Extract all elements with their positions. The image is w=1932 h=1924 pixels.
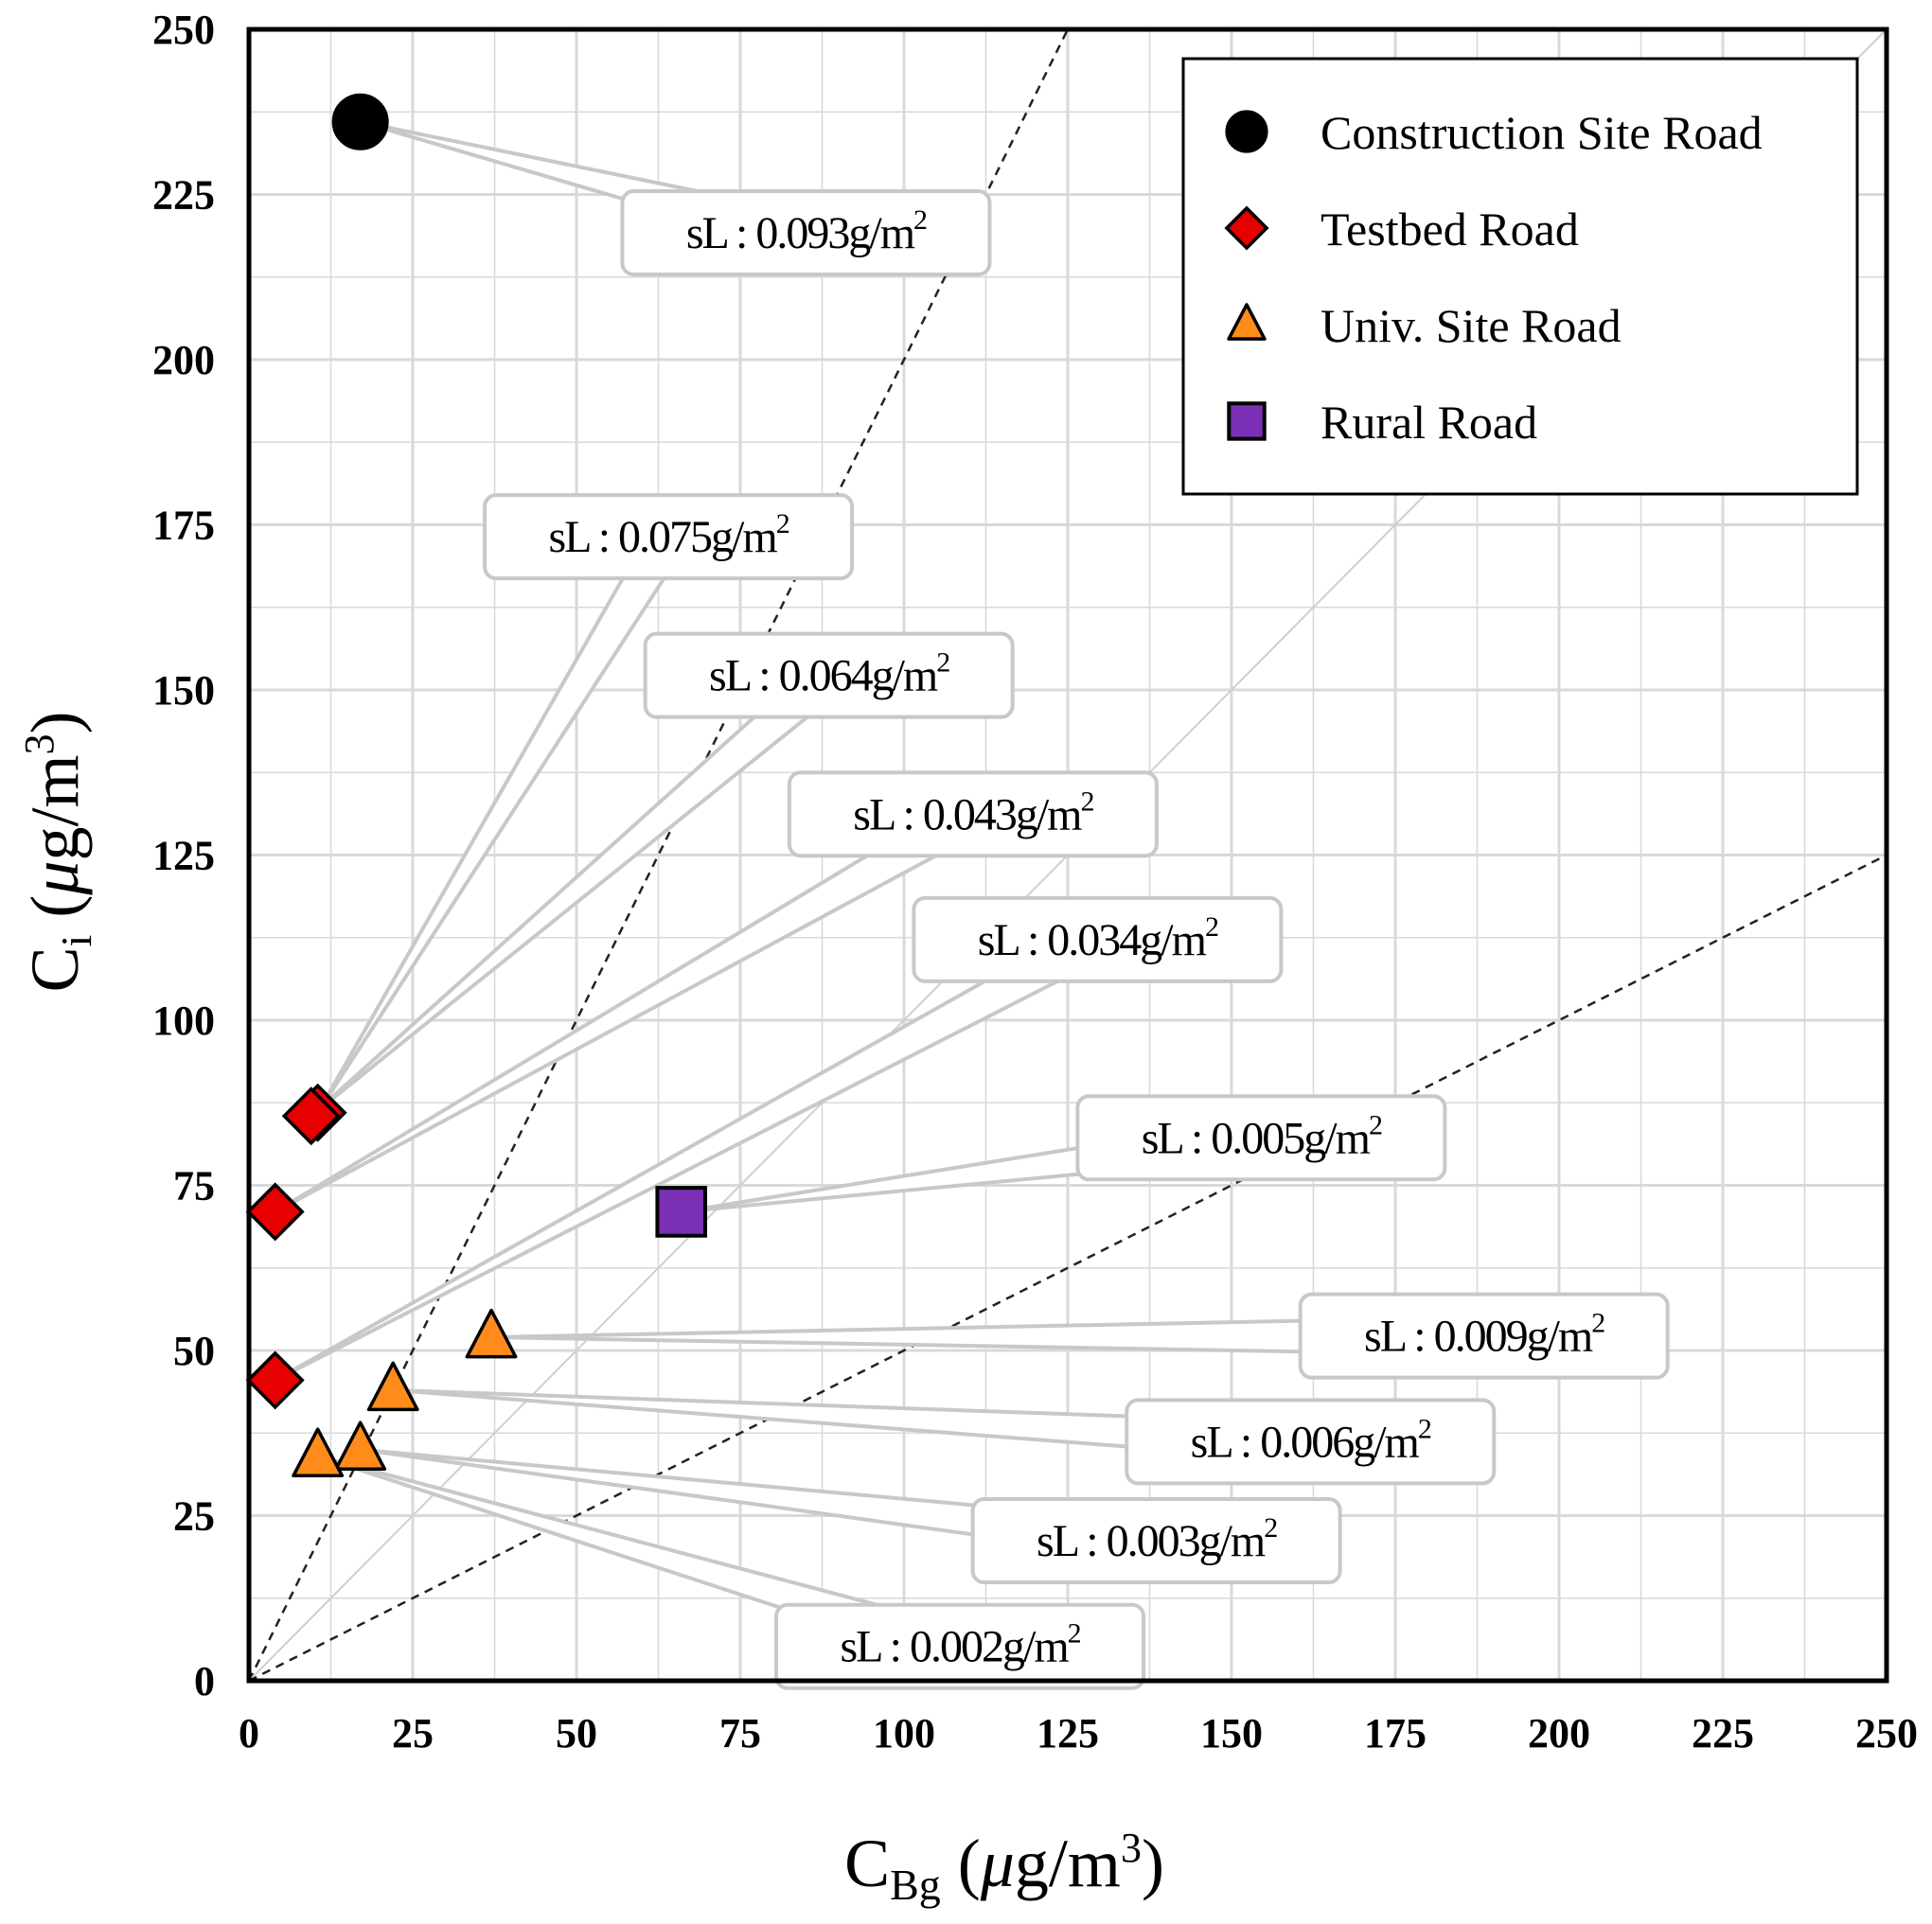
data-point-triangle — [465, 1308, 518, 1359]
x-tick-label: 200 — [1528, 1710, 1590, 1756]
callout-box-fill — [791, 775, 1154, 854]
data-point-square — [655, 1186, 708, 1238]
data-point-triangle — [334, 1421, 387, 1471]
y-tick-label: 250 — [152, 7, 215, 53]
callout-label: sL : 0.043g/m2 — [853, 785, 1093, 839]
data-point-circle — [331, 93, 389, 150]
plot-border — [246, 26, 1889, 1684]
x-tick-label: 250 — [1855, 1710, 1918, 1756]
legend-label: Rural Road — [1320, 396, 1537, 449]
legend-box — [1181, 57, 1859, 496]
x-tick-label: 175 — [1364, 1710, 1427, 1756]
data-point-diamond — [245, 1182, 305, 1242]
tick-labels: 0 25 50 75 100 125 150 175 200 225 250 0 25 50 75 100 12… — [152, 7, 1918, 1756]
legend-marker-diamond — [1224, 205, 1269, 251]
data-point-diamond — [245, 1350, 305, 1410]
callout-label: sL : 0.002g/m2 — [840, 1618, 1080, 1672]
x-tick-label: 225 — [1692, 1710, 1754, 1756]
x-tick-label: 50 — [556, 1710, 597, 1756]
legend-label: Univ. Site Road — [1320, 299, 1622, 352]
x-tick-label: 75 — [719, 1710, 761, 1756]
legend-marker-triangle — [1227, 303, 1267, 341]
callout-box-fill — [487, 498, 850, 576]
callout-pointer — [315, 524, 687, 1115]
x-tick-label: 100 — [873, 1710, 935, 1756]
callout-box-fill — [647, 636, 1010, 715]
legend-label: Testbed Road — [1320, 203, 1579, 256]
reference-line — [248, 854, 1888, 1683]
y-tick-label: 25 — [173, 1493, 215, 1540]
y-tick-label: 75 — [173, 1163, 215, 1209]
callout-label: sL : 0.075g/m2 — [549, 508, 789, 562]
y-tick-label: 200 — [152, 337, 215, 383]
plot-frame — [246, 26, 1889, 1684]
data-points — [245, 93, 708, 1477]
callout-box-fill — [779, 1607, 1142, 1686]
legend: Construction Site Road Testbed Road Univ. … — [1181, 57, 1859, 496]
callout-label: sL : 0.005g/m2 — [1142, 1109, 1382, 1163]
callout-label: sL : 0.064g/m2 — [709, 647, 949, 701]
y-tick-label: 175 — [152, 503, 215, 549]
data-point-triangle — [292, 1427, 345, 1477]
legend-marker-square — [1227, 401, 1267, 441]
y-tick-label: 0 — [194, 1658, 215, 1704]
callout-box-fill — [916, 900, 1279, 979]
y-axis-label: Ci (μg/m3) — [16, 712, 100, 993]
y-tick-label: 125 — [152, 833, 215, 879]
callout-box-fill — [1129, 1403, 1492, 1481]
callout-label: sL : 0.034g/m2 — [978, 911, 1218, 965]
callout-label: sL : 0.009g/m2 — [1364, 1308, 1604, 1362]
y-tick-label: 100 — [152, 997, 215, 1044]
callout-box-fill — [1080, 1099, 1443, 1177]
callout-label: sL : 0.093g/m2 — [686, 204, 927, 258]
callout-label: sL : 0.003g/m2 — [1037, 1512, 1277, 1566]
callout-box-fill — [625, 194, 987, 273]
x-tick-label: 0 — [239, 1710, 259, 1756]
x-tick-label: 125 — [1037, 1710, 1099, 1756]
callout-box-fill — [1303, 1297, 1665, 1375]
data-point-diamond — [281, 1086, 341, 1146]
y-tick-label: 50 — [173, 1328, 215, 1374]
data-point-triangle — [366, 1361, 419, 1412]
callouts: sL : 0.093g/m2 sL : 0.075g/m2 sL : 0.064g/… — [273, 119, 1670, 1690]
legend-marker-circle — [1225, 110, 1268, 153]
callout-label: sL : 0.006g/m2 — [1191, 1413, 1431, 1467]
x-tick-label: 25 — [392, 1710, 434, 1756]
callout-box-fill — [975, 1502, 1338, 1580]
legend-label: Construction Site Road — [1320, 106, 1763, 159]
y-tick-label: 150 — [152, 667, 215, 714]
x-axis-label: CBg (μg/m3) — [844, 1825, 1164, 1909]
x-tick-label: 150 — [1200, 1710, 1263, 1756]
y-tick-label: 225 — [152, 172, 215, 219]
